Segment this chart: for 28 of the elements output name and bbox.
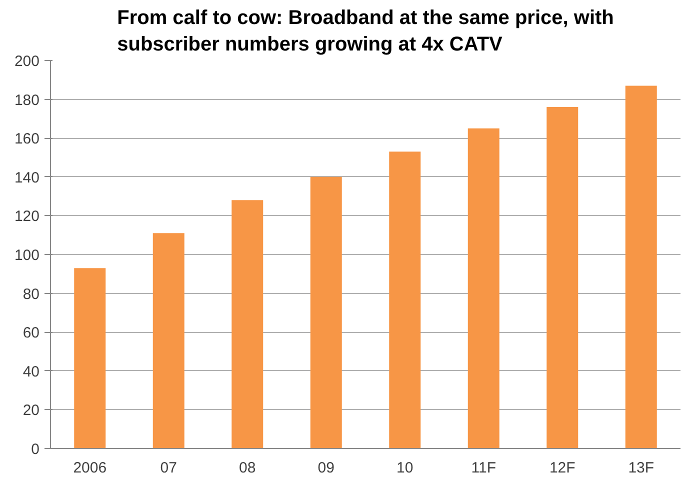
x-tick-label: 10 — [396, 460, 414, 476]
y-tick-label: 80 — [22, 286, 40, 303]
x-tick-label: 08 — [239, 460, 256, 476]
x-tick-label: 07 — [160, 460, 177, 476]
y-tick-label: 20 — [22, 402, 40, 420]
x-tick-label: 09 — [318, 460, 334, 476]
y-tick-label: 200 — [14, 53, 40, 70]
y-tick-label: 40 — [22, 363, 40, 380]
x-tick-label: 11F — [471, 460, 496, 476]
y-tick-label: 160 — [14, 130, 40, 148]
y-tick-label: 100 — [14, 247, 40, 264]
x-tick-label: 13F — [628, 460, 654, 476]
bar — [152, 233, 184, 448]
bar — [625, 86, 657, 448]
bar — [232, 200, 264, 448]
x-tick-label: 2006 — [73, 460, 107, 476]
y-tick-label: 180 — [14, 92, 40, 109]
bar — [546, 107, 578, 448]
bar — [74, 268, 106, 448]
x-tick-label: 12F — [549, 460, 576, 476]
chart-title: From calf to cow: Broadband at the same price, with subscriber numbers growing at 4x CATV — [117, 7, 614, 56]
bar — [310, 176, 342, 448]
y-tick-label: 0 — [31, 441, 40, 458]
y-tick-label: 120 — [14, 208, 40, 226]
bar — [468, 128, 500, 448]
y-tick-label: 140 — [14, 169, 40, 186]
bar — [389, 152, 421, 448]
y-tick-label: 60 — [22, 324, 40, 342]
